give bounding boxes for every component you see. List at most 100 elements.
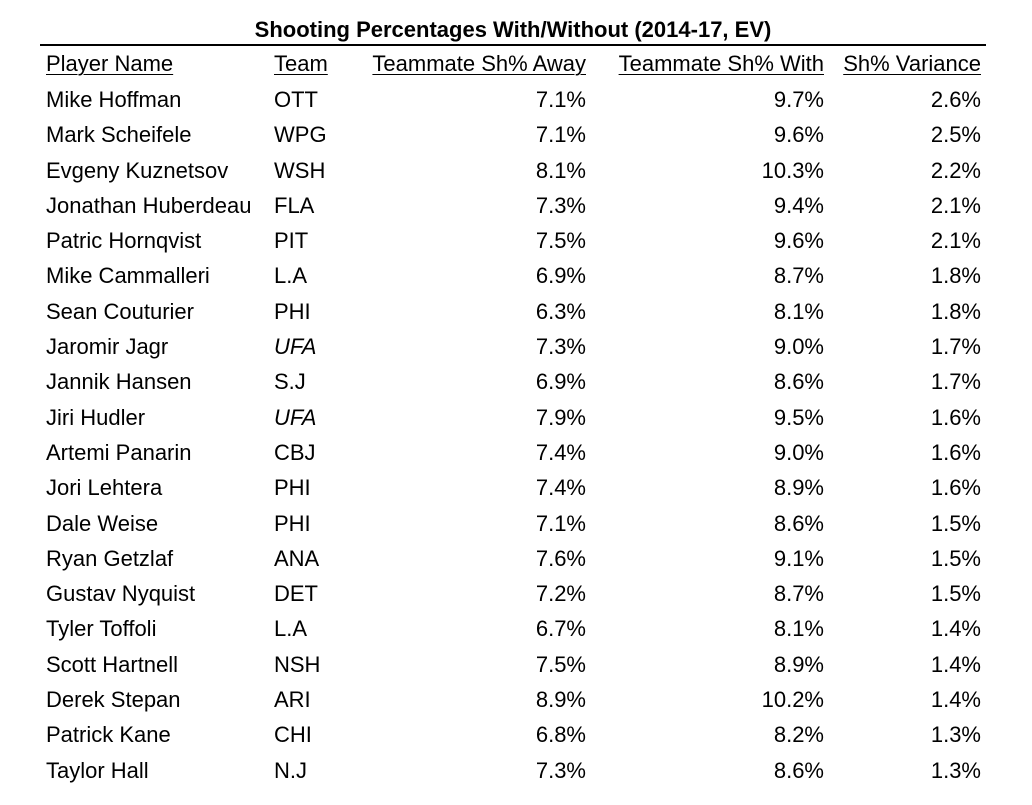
sh-variance-cell: 2.5% — [930, 122, 981, 148]
table-row: Mike Hoffman OTT 7.1% 9.7% 2.6% — [40, 82, 986, 117]
sh-variance-cell: 2.1% — [930, 192, 981, 218]
team-cell: OTT — [274, 87, 318, 112]
player-name-cell: Jonathan Huberdeau — [46, 192, 252, 218]
player-name-cell: Jaromir Jagr — [46, 334, 169, 360]
sh-variance-cell: 2.6% — [930, 87, 981, 112]
team-cell: WSH — [274, 157, 326, 183]
team-cell: NSH — [274, 651, 321, 677]
table-row: Mike Cammalleri L.A 6.9% 8.7% 1.8% — [40, 258, 986, 293]
title-divider — [40, 44, 986, 46]
table-row: Jaromir Jagr UFA 7.3% 9.0% 1.7% — [40, 329, 986, 364]
sh-variance-cell: 1.3% — [930, 722, 981, 748]
table-row: Gustav Nyquist DET 7.2% 8.7% 1.5% — [40, 576, 986, 611]
team-cell: FLA — [274, 192, 315, 218]
teammate-sh-with-cell: 8.6% — [773, 757, 824, 783]
teammate-sh-away-cell: 7.6% — [535, 545, 586, 571]
table-body: Mike Hoffman OTT 7.1% 9.7% 2.6% Mark Scheifel… — [40, 82, 986, 788]
sh-variance-cell: 1.5% — [930, 545, 981, 571]
header-team: Team — [274, 51, 328, 76]
player-name-cell: Taylor Hall — [46, 757, 149, 783]
table-row: Artemi Panarin CBJ 7.4% 9.0% 1.6% — [40, 435, 986, 470]
teammate-sh-with-cell: 9.5% — [773, 404, 824, 430]
teammate-sh-away-cell: 7.1% — [535, 87, 586, 112]
teammate-sh-away-cell: 7.3% — [535, 334, 586, 360]
sh-variance-cell: 1.4% — [930, 687, 981, 713]
teammate-sh-with-cell: 8.9% — [773, 475, 824, 501]
team-cell: PHI — [274, 298, 311, 324]
player-name-cell: Mark Scheifele — [46, 122, 192, 148]
sh-variance-cell: 1.7% — [930, 369, 981, 395]
header-sh-variance: Sh% Variance — [843, 51, 981, 76]
team-cell: CHI — [274, 722, 312, 748]
player-name-cell: Jori Lehtera — [46, 475, 163, 501]
teammate-sh-away-cell: 7.5% — [535, 228, 586, 254]
teammate-sh-with-cell: 8.6% — [773, 510, 824, 536]
table-row: Evgeny Kuznetsov WSH 8.1% 10.3% 2.2% — [40, 153, 986, 188]
sh-variance-cell: 2.2% — [930, 157, 981, 183]
teammate-sh-away-cell: 6.3% — [535, 298, 586, 324]
table-title: Shooting Percentages With/Without (2014-… — [254, 17, 772, 42]
sh-variance-cell: 1.6% — [930, 475, 981, 501]
table-row: Jannik Hansen S.J 6.9% 8.6% 1.7% — [40, 364, 986, 399]
table-row: Derek Stepan ARI 8.9% 10.2% 1.4% — [40, 682, 986, 717]
table-row: Taylor Hall N.J 7.3% 8.6% 1.3% — [40, 753, 986, 788]
player-name-cell: Sean Couturier — [46, 298, 194, 324]
table-row: Jonathan Huberdeau FLA 7.3% 9.4% 2.1% — [40, 188, 986, 223]
teammate-sh-with-cell: 9.1% — [773, 545, 824, 571]
teammate-sh-with-cell: 10.3% — [761, 157, 824, 183]
teammate-sh-with-cell: 9.0% — [773, 439, 824, 465]
teammate-sh-away-cell: 6.7% — [535, 616, 586, 642]
team-cell: DET — [274, 581, 318, 607]
team-cell: L.A — [274, 263, 308, 289]
table-row: Jiri Hudler UFA 7.9% 9.5% 1.6% — [40, 400, 986, 435]
table-row: Mark Scheifele WPG 7.1% 9.6% 2.5% — [40, 117, 986, 152]
sh-variance-cell: 1.6% — [930, 439, 981, 465]
sh-variance-cell: 1.7% — [930, 334, 981, 360]
player-name-cell: Jannik Hansen — [46, 369, 192, 395]
sh-variance-cell: 1.4% — [930, 616, 981, 642]
team-cell: PHI — [274, 475, 311, 501]
teammate-sh-with-cell: 8.6% — [773, 369, 824, 395]
player-name-cell: Jiri Hudler — [46, 404, 146, 430]
player-name-cell: Tyler Toffoli — [46, 616, 157, 642]
teammate-sh-away-cell: 7.3% — [535, 757, 586, 783]
team-cell: UFA — [274, 334, 317, 360]
team-cell: WPG — [274, 122, 327, 148]
header-with-cell: Teammate Sh% With — [596, 46, 824, 82]
team-cell: PHI — [274, 510, 311, 536]
teammate-sh-away-cell: 8.9% — [535, 687, 586, 713]
header-variance-cell: Sh% Variance — [834, 46, 981, 82]
sh-variance-cell: 1.5% — [930, 581, 981, 607]
table-row: Ryan Getzlaf ANA 7.6% 9.1% 1.5% — [40, 541, 986, 576]
teammate-sh-with-cell: 9.7% — [773, 87, 824, 112]
teammate-sh-away-cell: 7.4% — [535, 439, 586, 465]
player-name-cell: Mike Cammalleri — [46, 263, 210, 289]
team-cell: S.J — [274, 369, 306, 395]
table-row: Patrick Kane CHI 6.8% 8.2% 1.3% — [40, 717, 986, 752]
teammate-sh-with-cell: 9.6% — [773, 228, 824, 254]
team-cell: PIT — [274, 228, 309, 254]
teammate-sh-away-cell: 7.4% — [535, 475, 586, 501]
teammate-sh-with-cell: 8.2% — [773, 722, 824, 748]
sh-variance-cell: 1.4% — [930, 651, 981, 677]
table-row: Jori Lehtera PHI 7.4% 8.9% 1.6% — [40, 470, 986, 505]
teammate-sh-with-cell: 9.0% — [773, 334, 824, 360]
table-row: Sean Couturier PHI 6.3% 8.1% 1.8% — [40, 294, 986, 329]
shooting-percentages-table: Player Name Team Teammate Sh% Away Teamm… — [40, 46, 986, 788]
teammate-sh-away-cell: 7.2% — [535, 581, 586, 607]
player-name-cell: Patrick Kane — [46, 722, 171, 748]
teammate-sh-away-cell: 6.8% — [535, 722, 586, 748]
teammate-sh-with-cell: 9.6% — [773, 122, 824, 148]
header-teammate-sh-with: Teammate Sh% With — [618, 51, 824, 76]
teammate-sh-away-cell: 6.9% — [535, 369, 586, 395]
player-name-cell: Scott Hartnell — [46, 651, 179, 677]
team-cell: CBJ — [274, 439, 316, 465]
teammate-sh-with-cell: 8.9% — [773, 651, 824, 677]
teammate-sh-with-cell: 8.7% — [773, 581, 824, 607]
header-away-cell: Teammate Sh% Away — [350, 46, 586, 82]
player-name-cell: Mike Hoffman — [46, 87, 182, 112]
player-name-cell: Artemi Panarin — [46, 439, 192, 465]
sh-variance-cell: 2.1% — [930, 228, 981, 254]
player-name-cell: Ryan Getzlaf — [46, 545, 174, 571]
teammate-sh-with-cell: 8.1% — [773, 616, 824, 642]
